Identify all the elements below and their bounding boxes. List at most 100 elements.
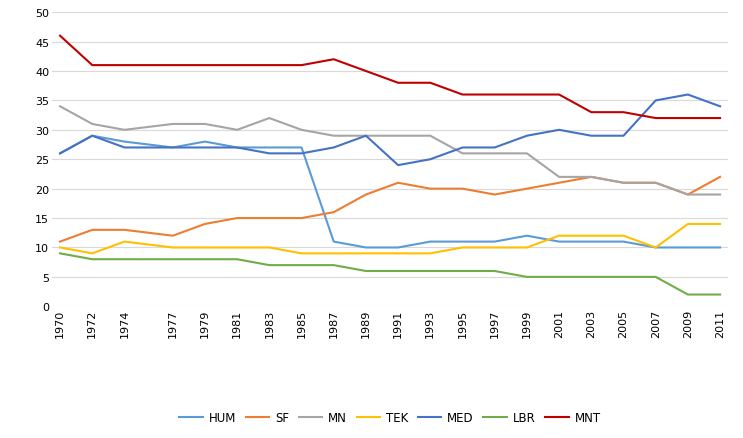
Line: LBR: LBR [60,254,720,295]
MED [522,134,531,139]
HUM [120,140,129,145]
SF [458,187,467,192]
MN [458,152,467,157]
HUM [56,152,65,157]
Line: HUM: HUM [60,136,720,248]
MN [56,104,65,110]
MN [522,152,531,157]
TEK [652,245,661,251]
MNT [490,93,499,98]
HUM [201,140,210,145]
MED [329,145,338,151]
SF [716,175,724,180]
MED [201,145,210,151]
HUM [362,245,371,251]
MNT [56,34,65,39]
MN [490,152,499,157]
LBR [120,257,129,262]
MN [362,134,371,139]
Line: TEK: TEK [60,224,720,254]
TEK [56,245,65,251]
HUM [522,233,531,239]
MNT [716,116,724,121]
LBR [684,292,692,297]
TEK [297,251,306,256]
TEK [394,251,403,256]
MNT [652,116,661,121]
MN [329,134,338,139]
MNT [169,64,178,69]
HUM [297,145,306,151]
MED [265,152,274,157]
TEK [201,245,210,251]
TEK [329,251,338,256]
MED [297,152,306,157]
HUM [233,145,241,151]
LBR [329,263,338,268]
MN [297,128,306,133]
LBR [56,251,65,256]
HUM [619,240,628,245]
Line: MNT: MNT [60,37,720,119]
MN [555,175,564,180]
MNT [329,57,338,63]
SF [652,181,661,186]
HUM [652,245,661,251]
MN [265,116,274,121]
SF [394,181,403,186]
HUM [265,145,274,151]
MED [169,145,178,151]
MN [587,175,596,180]
TEK [619,233,628,239]
Line: MN: MN [60,107,720,195]
MN [88,122,97,127]
MN [619,181,628,186]
MN [652,181,661,186]
LBR [362,269,371,274]
MED [458,145,467,151]
SF [587,175,596,180]
MED [56,152,65,157]
MED [555,128,564,133]
SF [120,228,129,233]
MED [426,157,435,162]
LBR [652,275,661,280]
MNT [88,64,97,69]
SF [297,216,306,221]
TEK [120,240,129,245]
MED [120,145,129,151]
LBR [426,269,435,274]
HUM [555,240,564,245]
MNT [265,64,274,69]
LBR [522,275,531,280]
LBR [88,257,97,262]
MN [394,134,403,139]
LBR [716,292,724,297]
LBR [619,275,628,280]
MN [716,192,724,198]
SF [426,187,435,192]
SF [265,216,274,221]
TEK [716,222,724,227]
MED [394,163,403,168]
MNT [684,116,692,121]
HUM [684,245,692,251]
TEK [490,245,499,251]
TEK [587,233,596,239]
Line: MED: MED [60,95,720,166]
SF [522,187,531,192]
MNT [555,93,564,98]
SF [169,233,178,239]
HUM [426,240,435,245]
HUM [88,134,97,139]
TEK [522,245,531,251]
MED [684,93,692,98]
LBR [297,263,306,268]
MNT [426,81,435,86]
MNT [587,110,596,116]
LBR [458,269,467,274]
HUM [458,240,467,245]
LBR [233,257,241,262]
MED [88,134,97,139]
HUM [587,240,596,245]
